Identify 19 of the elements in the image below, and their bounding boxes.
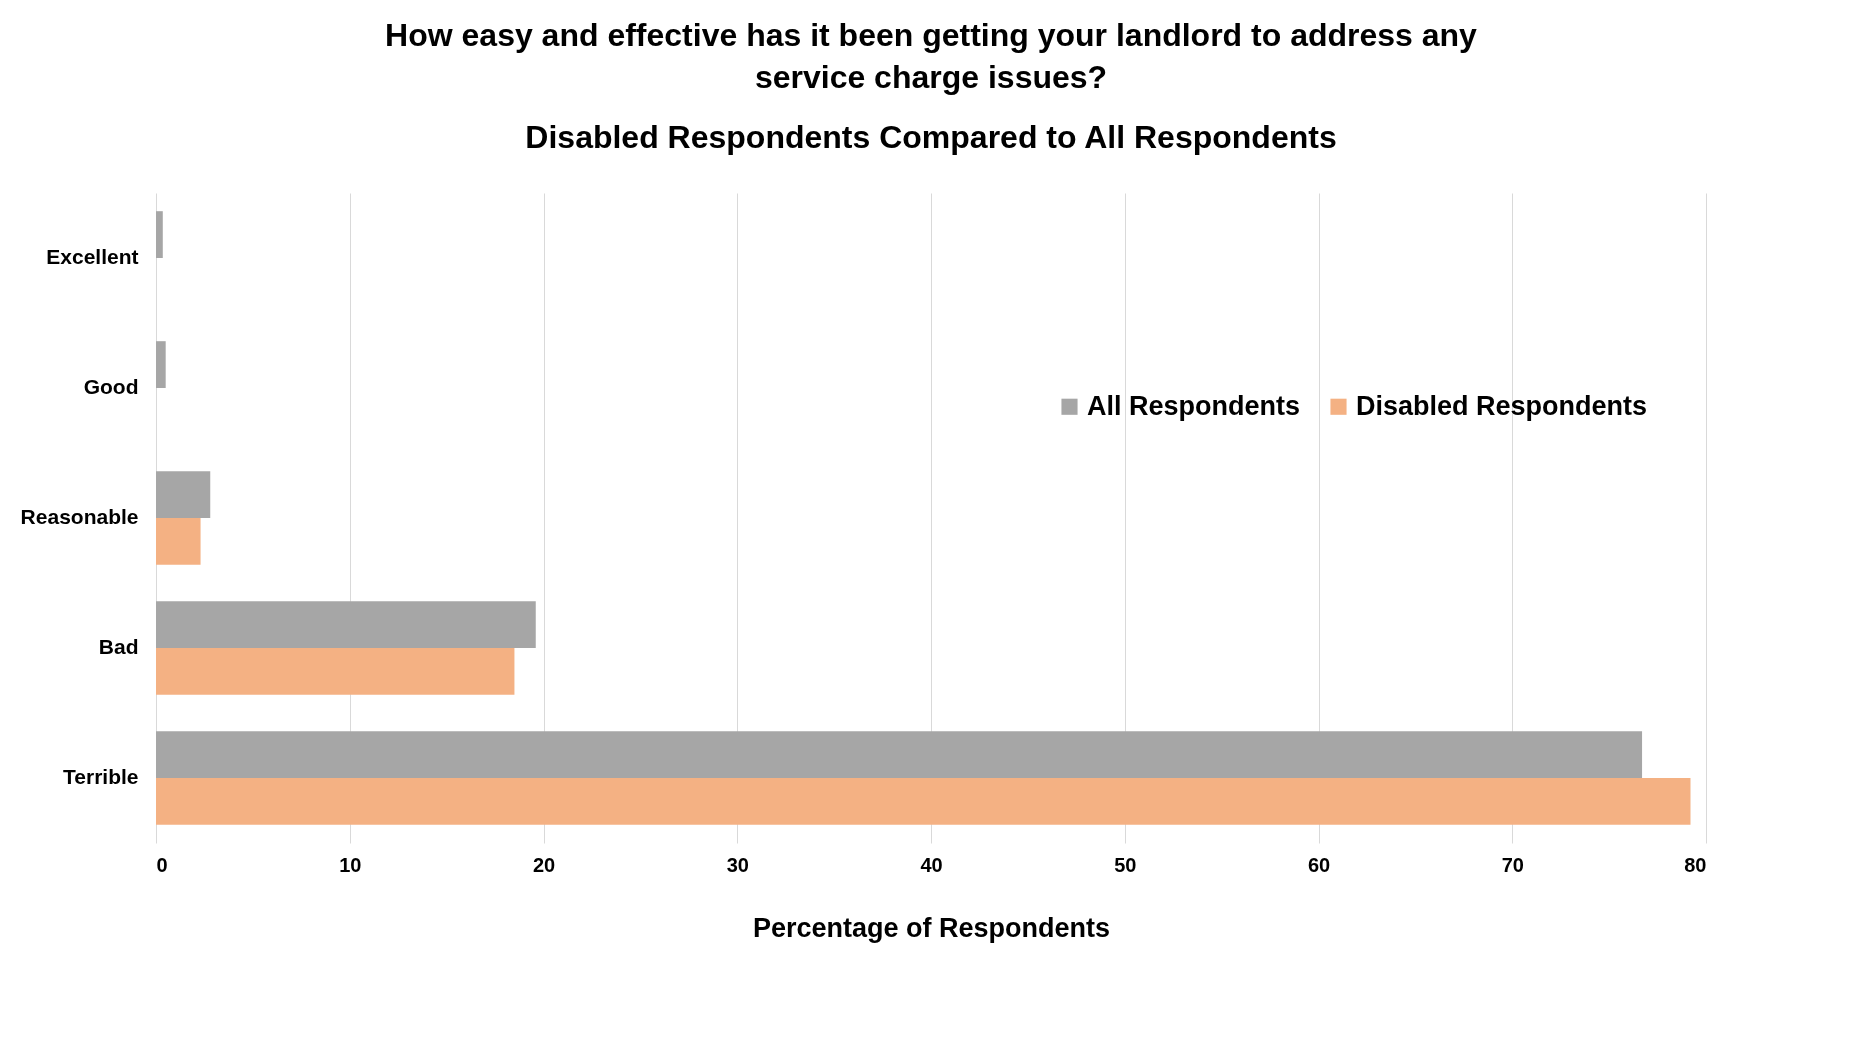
x-tick-label: 50 [1114, 853, 1137, 876]
x-axis-title: Percentage of Respondents [752, 912, 1111, 943]
y-tick-label: Terrible [63, 765, 139, 788]
x-tick-label: 40 [920, 853, 943, 876]
x-tick-label: 70 [1501, 853, 1524, 876]
x-tick-label: 30 [726, 853, 749, 876]
chart-subtitle: Disabled Respondents Compared to All Respondents [525, 119, 1337, 155]
chart-title: How easy and effective has it been getting your landlord to address any service charge issues? [385, 17, 1478, 95]
y-tick-label: Excellent [46, 245, 139, 268]
x-tick-label: 10 [339, 853, 362, 876]
legend-label: Disabled Respondents [1356, 390, 1648, 421]
x-tick-label: 80 [1684, 853, 1707, 876]
y-tick-label: Reasonable [20, 505, 139, 528]
legend-label: All Respondents [1087, 390, 1301, 421]
x-tick-label: 0 [156, 853, 168, 876]
x-tick-label: 60 [1307, 853, 1331, 876]
y-tick-label: Good [83, 375, 139, 398]
x-tick-label: 20 [532, 853, 556, 876]
y-tick-label: Bad [98, 635, 139, 658]
